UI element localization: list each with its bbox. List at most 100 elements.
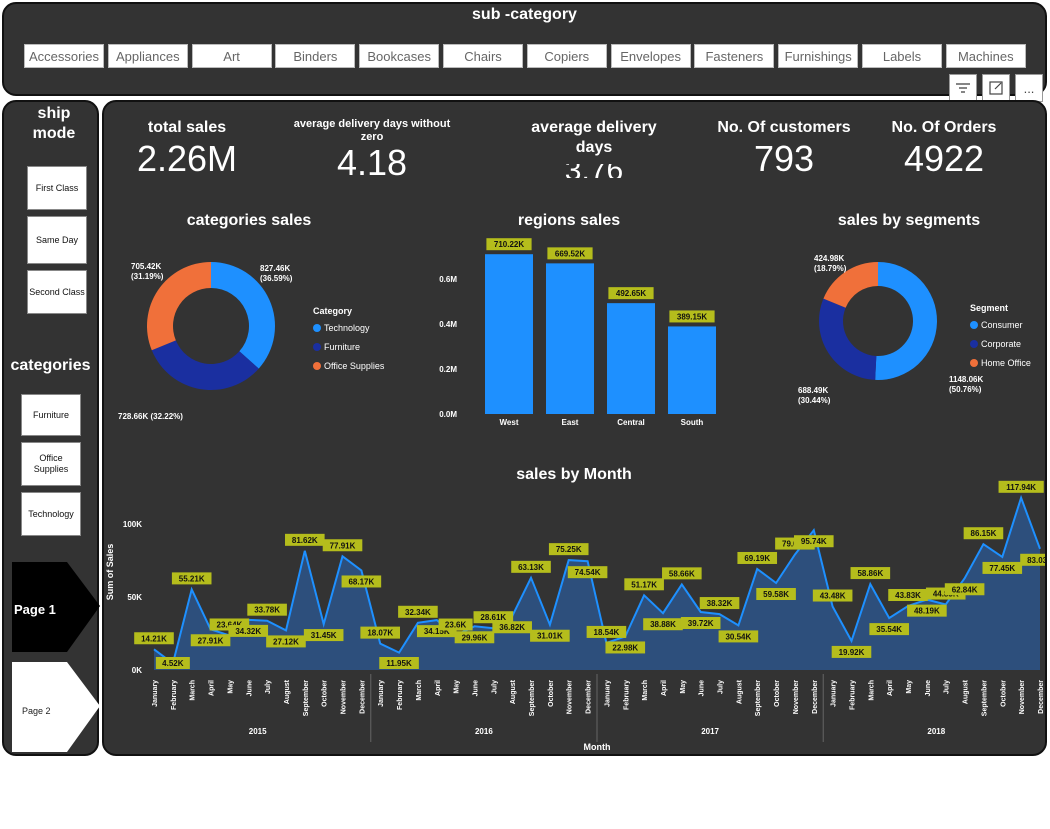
category-donut-slice-0 — [211, 262, 275, 369]
month-xtick-6: July — [265, 680, 272, 694]
month-label-30-bg — [699, 597, 740, 610]
month-label-38-bg — [850, 567, 891, 580]
month-xtick-32: September — [755, 680, 762, 716]
month-label-15: 34.15K — [424, 627, 450, 636]
segments-sales-title: sales by segments — [837, 212, 981, 229]
region-xlabel-3: South — [681, 418, 704, 427]
region-xlabel-2: Central — [617, 418, 645, 427]
month-label-22: 75.25K — [556, 545, 582, 554]
month-xtick-43: August — [963, 679, 970, 704]
region-bar-label-2: 492.65K — [616, 289, 646, 298]
month-label-16: 23.6K — [445, 621, 467, 630]
category-legend-dot-2 — [313, 362, 321, 370]
month-label-19-bg — [492, 621, 532, 634]
focus-mode-icon[interactable] — [982, 74, 1010, 102]
month-xtick-33: October — [774, 680, 781, 707]
region-ytick-2: 0.4M — [439, 320, 457, 329]
segment-label-corporate-pct: (30.44%) — [798, 396, 831, 405]
month-xtick-2: March — [190, 680, 197, 701]
category-legend-dot-1 — [313, 343, 321, 351]
watermark-brand: مستقل — [600, 785, 678, 815]
subcategory-item-labels[interactable]: Labels — [862, 44, 942, 68]
subcategory-item-art[interactable]: Art — [191, 44, 272, 68]
segment-donut-slice-2 — [823, 262, 878, 308]
month-label-23: 74.54K — [575, 568, 601, 577]
month-xtick-19: August — [510, 679, 517, 704]
month-xtick-0: January — [152, 680, 159, 707]
category-furniture[interactable]: Furniture — [21, 394, 81, 436]
month-xtick-7: August — [284, 679, 291, 704]
category-office-supplies[interactable]: Office Supplies — [21, 442, 81, 486]
month-label-11: 68.17K — [348, 577, 374, 586]
month-label-22-bg — [548, 543, 589, 556]
month-xtick-3: April — [209, 680, 216, 696]
page-1-button[interactable]: Page 1 — [14, 602, 56, 617]
filter-icon[interactable] — [949, 74, 977, 102]
month-xtick-8: September — [303, 680, 310, 716]
region-bar-label-0-bg — [486, 238, 532, 251]
segment-label-corporate-value: 688.49K — [798, 386, 828, 395]
month-label-16-bg — [438, 618, 473, 631]
month-label-40-bg — [888, 589, 928, 602]
month-xtick-20: September — [529, 680, 536, 716]
page-2-button[interactable]: Page 2 — [22, 706, 51, 716]
month-label-25: 22.98K — [612, 643, 638, 652]
kpi-orders-label: No. Of Orders — [891, 119, 997, 136]
segment-legend-2: Home Office — [981, 358, 1031, 368]
month-label-31: 30.54K — [725, 632, 751, 641]
category-label-technology-pct: (36.59%) — [260, 274, 293, 283]
subcategory-item-fasteners[interactable]: Fasteners — [694, 44, 775, 68]
subcategory-item-copiers[interactable]: Copiers — [526, 44, 607, 68]
region-bar-label-1: 669.52K — [555, 249, 585, 258]
category-technology[interactable]: Technology — [21, 492, 81, 536]
month-xtick-35: December — [812, 680, 819, 714]
month-label-25-bg — [605, 641, 646, 654]
subcategory-item-chairs[interactable]: Chairs — [443, 44, 523, 68]
month-label-11-bg — [341, 575, 382, 588]
month-label-20-bg — [511, 560, 551, 573]
month-year-2015: 2015 — [249, 727, 267, 736]
month-xtick-40: May — [906, 680, 913, 694]
month-label-13-bg — [379, 657, 419, 669]
segment-legend-dot-1 — [970, 340, 978, 348]
subcategory-item-furnishings[interactable]: Furnishings — [778, 44, 859, 68]
month-label-29-bg — [680, 617, 721, 630]
more-options-icon[interactable]: ... — [1015, 74, 1043, 102]
month-xtick-31: August — [736, 679, 743, 704]
region-bar-label-0: 710.22K — [494, 240, 524, 249]
category-label-office-value: 705.42K — [131, 262, 161, 271]
kpi-avg-delivery-nonzero-label: average delivery days without zero — [293, 118, 451, 143]
ship-mode-same-day[interactable]: Same Day — [27, 216, 87, 264]
segment-legend-dot-0 — [970, 321, 978, 329]
month-label-47: 83.03K — [1027, 556, 1045, 565]
month-label-8-bg — [285, 533, 325, 546]
month-ytick-2: 100K — [123, 520, 142, 529]
subcategory-item-machines[interactable]: Machines — [945, 44, 1026, 68]
month-label-44: 86.15K — [971, 529, 997, 538]
subcategory-item-bookcases[interactable]: Bookcases — [359, 44, 440, 68]
month-label-10-bg — [322, 539, 363, 552]
kpi-total-sales-label: total sales — [147, 119, 227, 136]
month-year-2017: 2017 — [701, 727, 719, 736]
ship-mode-first-class[interactable]: First Class — [27, 166, 87, 210]
month-label-28-bg — [662, 567, 702, 580]
subcategory-title: sub -category — [472, 6, 577, 23]
month-label-21-bg — [530, 629, 570, 642]
month-label-31-bg — [718, 630, 759, 643]
month-xtick-18: July — [491, 680, 498, 694]
watermark: مستقل mostaql.com — [564, 786, 714, 829]
month-label-23-bg — [567, 566, 608, 579]
subcategory-item-envelopes[interactable]: Envelopes — [610, 44, 691, 68]
month-xtick-38: March — [868, 680, 875, 701]
page-1-arrow[interactable] — [12, 562, 100, 652]
subcategory-item-binders[interactable]: Binders — [275, 44, 356, 68]
region-bar-south — [668, 326, 716, 414]
subcategory-item-appliances[interactable]: Appliances — [107, 44, 188, 68]
month-xtick-22: November — [567, 680, 574, 715]
ship-mode-second-class[interactable]: Second Class — [27, 270, 87, 314]
region-bar-label-2-bg — [608, 287, 654, 300]
month-label-37-bg — [831, 645, 872, 658]
month-xtick-9: October — [322, 680, 329, 707]
page-2-arrow[interactable] — [12, 662, 100, 752]
subcategory-item-accessories[interactable]: Accessories — [24, 44, 104, 68]
